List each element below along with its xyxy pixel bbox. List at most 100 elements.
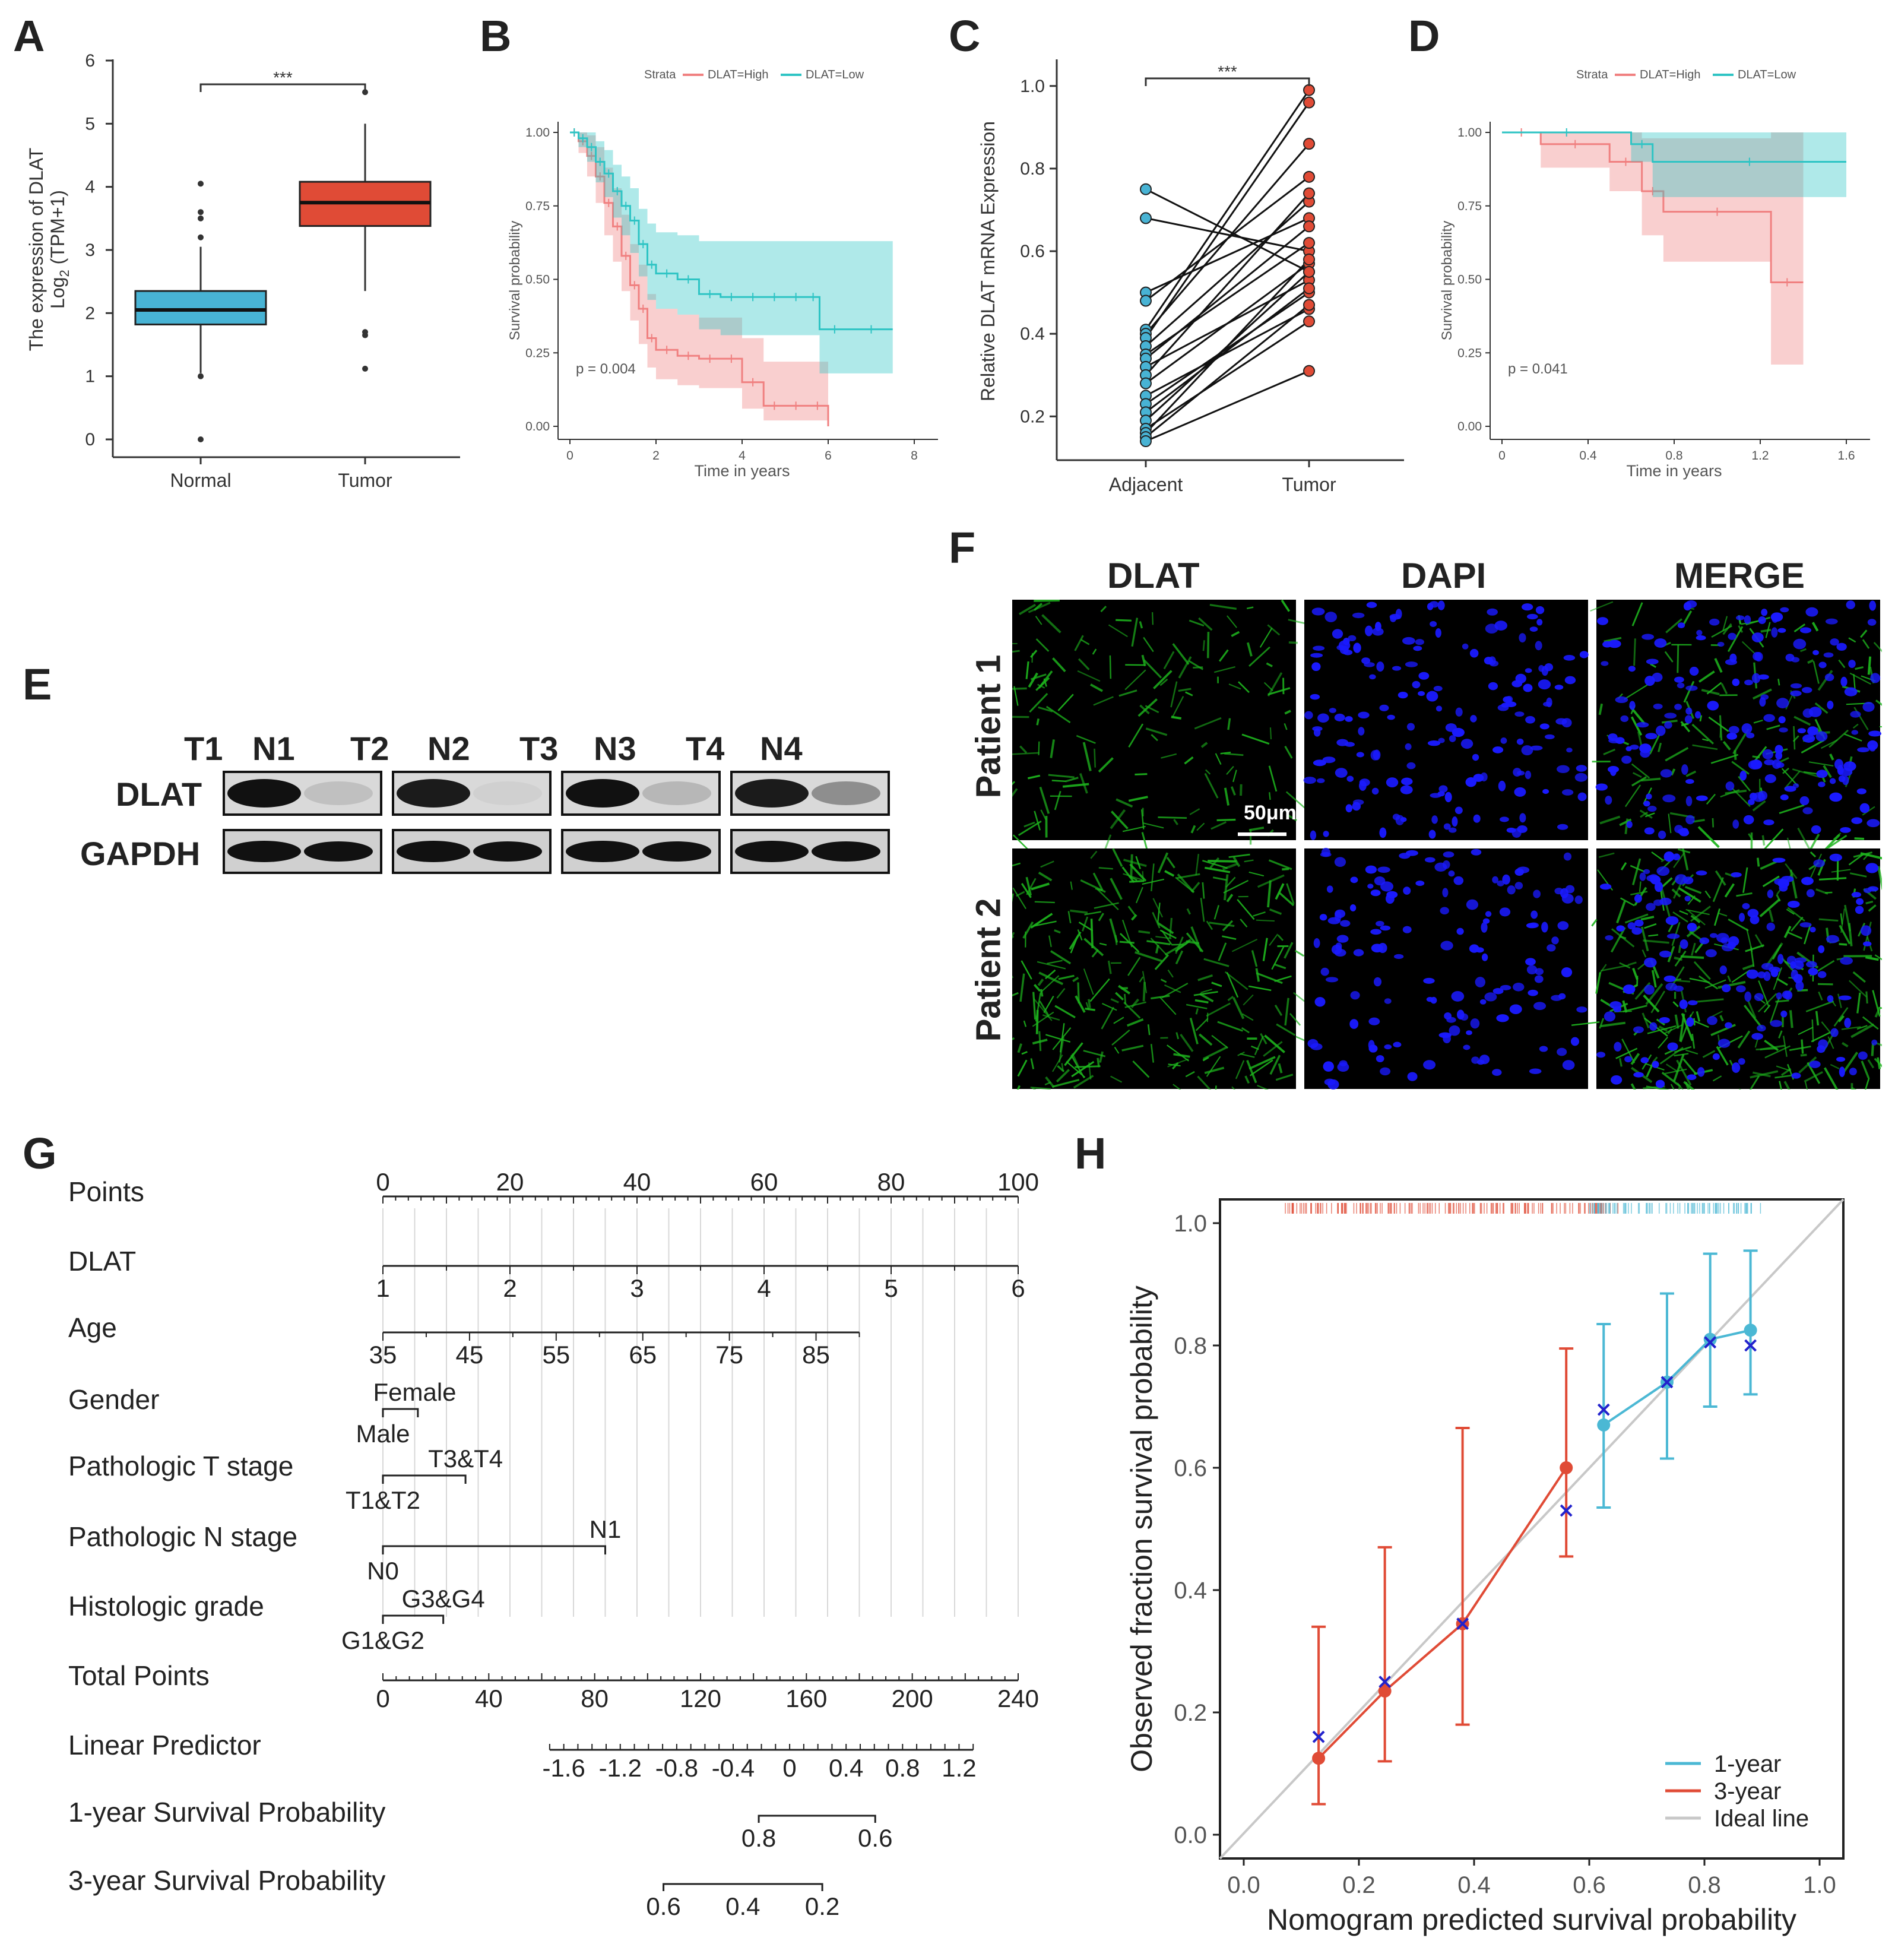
if-green-signal	[1724, 883, 1735, 898]
if-green-signal	[1687, 909, 1706, 926]
if-nucleus	[1398, 691, 1408, 699]
if-nucleus	[1445, 723, 1457, 732]
if-green-signal	[1691, 723, 1715, 745]
if-nucleus	[1726, 733, 1738, 740]
b-ci-band	[570, 132, 893, 373]
if-green-signal	[1256, 972, 1283, 984]
if-nucleus	[1674, 704, 1682, 710]
if-green-signal	[1632, 967, 1639, 980]
if-nucleus	[1317, 778, 1325, 783]
d-xtick-label: 1.6	[1837, 449, 1855, 463]
c-point-tumor	[1303, 96, 1315, 109]
if-green-signal	[1778, 1030, 1783, 1038]
if-green-signal	[1054, 790, 1061, 810]
if-green-signal	[1151, 863, 1155, 892]
if-green-signal	[1763, 1005, 1771, 1013]
if-nucleus	[1799, 627, 1812, 634]
if-green-signal	[1151, 1044, 1154, 1063]
if-nucleus	[1533, 1002, 1547, 1011]
if-green-signal	[1830, 1063, 1840, 1069]
western-blot: T1 N1 T2 N2 T3 N3 T4 N4 DLAT GAPDH	[65, 724, 908, 879]
if-nucleus	[1776, 698, 1789, 708]
if-green-signal	[1135, 773, 1148, 775]
if-green-signal	[1051, 780, 1066, 783]
if-nucleus	[1732, 819, 1739, 829]
a-ytick-label: 5	[85, 114, 95, 134]
if-nucleus	[1865, 863, 1879, 873]
g-age-label: 45	[456, 1341, 484, 1369]
if-green-signal	[1139, 621, 1143, 629]
c-pair-line	[1145, 89, 1310, 331]
h-point	[1560, 1461, 1573, 1474]
if-green-signal	[1760, 628, 1772, 633]
if-nucleus	[1513, 768, 1522, 777]
if-green-signal	[1189, 808, 1200, 815]
if-green-signal	[1217, 1021, 1243, 1032]
if-green-signal	[1159, 678, 1168, 686]
if-nucleus	[1817, 971, 1827, 979]
if-green-signal	[1645, 983, 1663, 1005]
if-nucleus	[1356, 752, 1364, 758]
a-outlier	[362, 332, 368, 338]
h-curve-3-year	[1317, 1467, 1567, 1759]
if-nucleus	[1614, 1041, 1622, 1052]
if-nucleus	[1867, 819, 1880, 828]
if-green-signal	[1658, 1037, 1668, 1049]
if-green-signal	[1143, 659, 1162, 679]
if-nucleus	[1736, 985, 1746, 993]
blot-lane-n3: N3	[594, 730, 636, 767]
if-green-signal	[1800, 1053, 1807, 1057]
g-lp-label: -0.4	[712, 1754, 755, 1782]
if-green-signal	[1738, 625, 1744, 633]
blot-lane-t3: T3	[519, 730, 559, 767]
if-green-signal	[1098, 913, 1104, 922]
g-3y-axis	[663, 1883, 823, 1891]
h-ytick-label: 0.8	[1174, 1333, 1207, 1359]
c-point-tumor	[1303, 315, 1315, 328]
blot-band-dlat-n	[304, 781, 373, 805]
c-xtick-label: Adjacent	[1109, 474, 1183, 495]
blot-band-dlat-t	[397, 779, 470, 808]
h-point	[1744, 1323, 1757, 1337]
if-green-signal	[1776, 977, 1788, 986]
if-green-signal	[1860, 629, 1868, 638]
if-nucleus	[1736, 615, 1745, 620]
if-nucleus	[1455, 707, 1463, 717]
b-xtick-label: 0	[566, 449, 573, 463]
if-nucleus	[1605, 935, 1614, 941]
if-nucleus	[1774, 745, 1783, 754]
if-green-signal	[1267, 687, 1291, 696]
if-green-signal	[1186, 940, 1200, 945]
if-nucleus	[1679, 939, 1688, 949]
if-green-signal	[1232, 997, 1245, 1019]
g-row-label: Linear Predictor	[68, 1730, 261, 1760]
if-green-signal	[1284, 745, 1293, 759]
if-nucleus	[1709, 618, 1720, 626]
if-nucleus	[1392, 666, 1402, 671]
blot-lane-n2: N2	[427, 730, 470, 767]
a-outlier	[198, 181, 204, 187]
if-nucleus	[1780, 607, 1789, 613]
if-nucleus	[1818, 661, 1827, 669]
if-nucleus	[1433, 685, 1443, 692]
c-ylabel: Relative DLAT mRNA Expression	[977, 121, 999, 401]
if-green-signal	[1620, 862, 1627, 870]
if-green-signal	[1848, 637, 1856, 643]
if-nucleus	[1666, 933, 1680, 939]
if-nucleus	[1350, 876, 1358, 884]
if-green-signal	[1175, 876, 1194, 893]
if-nucleus	[1497, 880, 1504, 886]
if-green-signal	[1571, 1021, 1600, 1026]
if-nucleus	[1807, 726, 1818, 736]
if-green-signal	[1135, 951, 1162, 962]
if-nucleus	[1556, 765, 1570, 774]
if-green-signal	[1848, 980, 1867, 998]
if-nucleus	[1405, 661, 1418, 667]
if-green-signal	[1076, 734, 1096, 744]
if-nucleus	[1473, 814, 1481, 823]
if-nucleus	[1663, 975, 1676, 982]
h-legend-label: 3-year	[1714, 1778, 1781, 1804]
if-nucleus	[1555, 718, 1567, 725]
if-nucleus	[1653, 899, 1663, 906]
b-xtick-label: 6	[825, 449, 832, 463]
